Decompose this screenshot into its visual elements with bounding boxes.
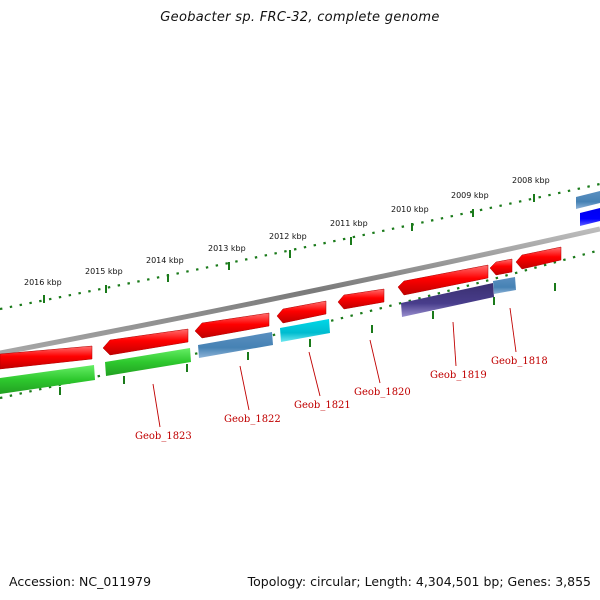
- cds-arrow-red: [102, 328, 189, 356]
- gene-label-geob-1821: Geob_1821: [294, 400, 351, 411]
- gene-label-geob-1823: Geob_1823: [135, 431, 192, 442]
- cds-arrow-red: [397, 264, 489, 296]
- cds-arrow-red: [489, 258, 513, 276]
- cds-arrow-red: [276, 300, 327, 324]
- scale-label-2010: 2010 kbp: [391, 205, 429, 214]
- gene-block-green: [105, 348, 191, 376]
- gene-block-steelblue: [493, 277, 516, 294]
- scale-label-2013: 2013 kbp: [208, 244, 246, 253]
- topology-text: Topology: circular; Length: 4,304,501 bp…: [247, 574, 591, 589]
- inner-major-ticks: [59, 283, 556, 395]
- cds-arrow-red: [515, 246, 562, 270]
- outer-major-ticks: [43, 194, 535, 303]
- cds-arrow-red: [0, 345, 93, 370]
- cds-arrow-red: [194, 312, 270, 339]
- gene-leader-lines: [152, 307, 517, 428]
- genome-backbone: [0, 226, 600, 356]
- scale-label-2008: 2008 kbp: [512, 176, 550, 185]
- scale-label-2016: 2016 kbp: [24, 278, 62, 287]
- gene-block-steelblue: [198, 332, 273, 358]
- cds-arrow-red: [337, 288, 385, 310]
- gene-label-geob-1819: Geob_1819: [430, 370, 487, 381]
- scale-label-2012: 2012 kbp: [269, 232, 307, 241]
- scale-label-2011: 2011 kbp: [330, 219, 368, 228]
- accession-text: Accession: NC_011979: [9, 574, 152, 589]
- gene-block-darkslate: [401, 283, 494, 317]
- gene-label-geob-1818: Geob_1818: [491, 356, 548, 367]
- gene-block-steelblue: [576, 191, 600, 209]
- gene-block-green: [0, 365, 95, 394]
- scale-label-2014: 2014 kbp: [146, 256, 184, 265]
- gene-feature-row: [0, 277, 516, 394]
- gene-block-blue: [580, 208, 600, 226]
- scale-label-2009: 2009 kbp: [451, 191, 489, 200]
- cds-row: [0, 191, 600, 370]
- gene-label-geob-1822: Geob_1822: [224, 414, 281, 425]
- gene-block-cyan: [280, 319, 330, 342]
- scale-label-2015: 2015 kbp: [85, 267, 123, 276]
- inner-scale-ring: [0, 248, 600, 400]
- map-title: Geobacter sp. FRC-32, complete genome: [160, 10, 440, 25]
- gene-label-geob-1820: Geob_1820: [354, 387, 411, 398]
